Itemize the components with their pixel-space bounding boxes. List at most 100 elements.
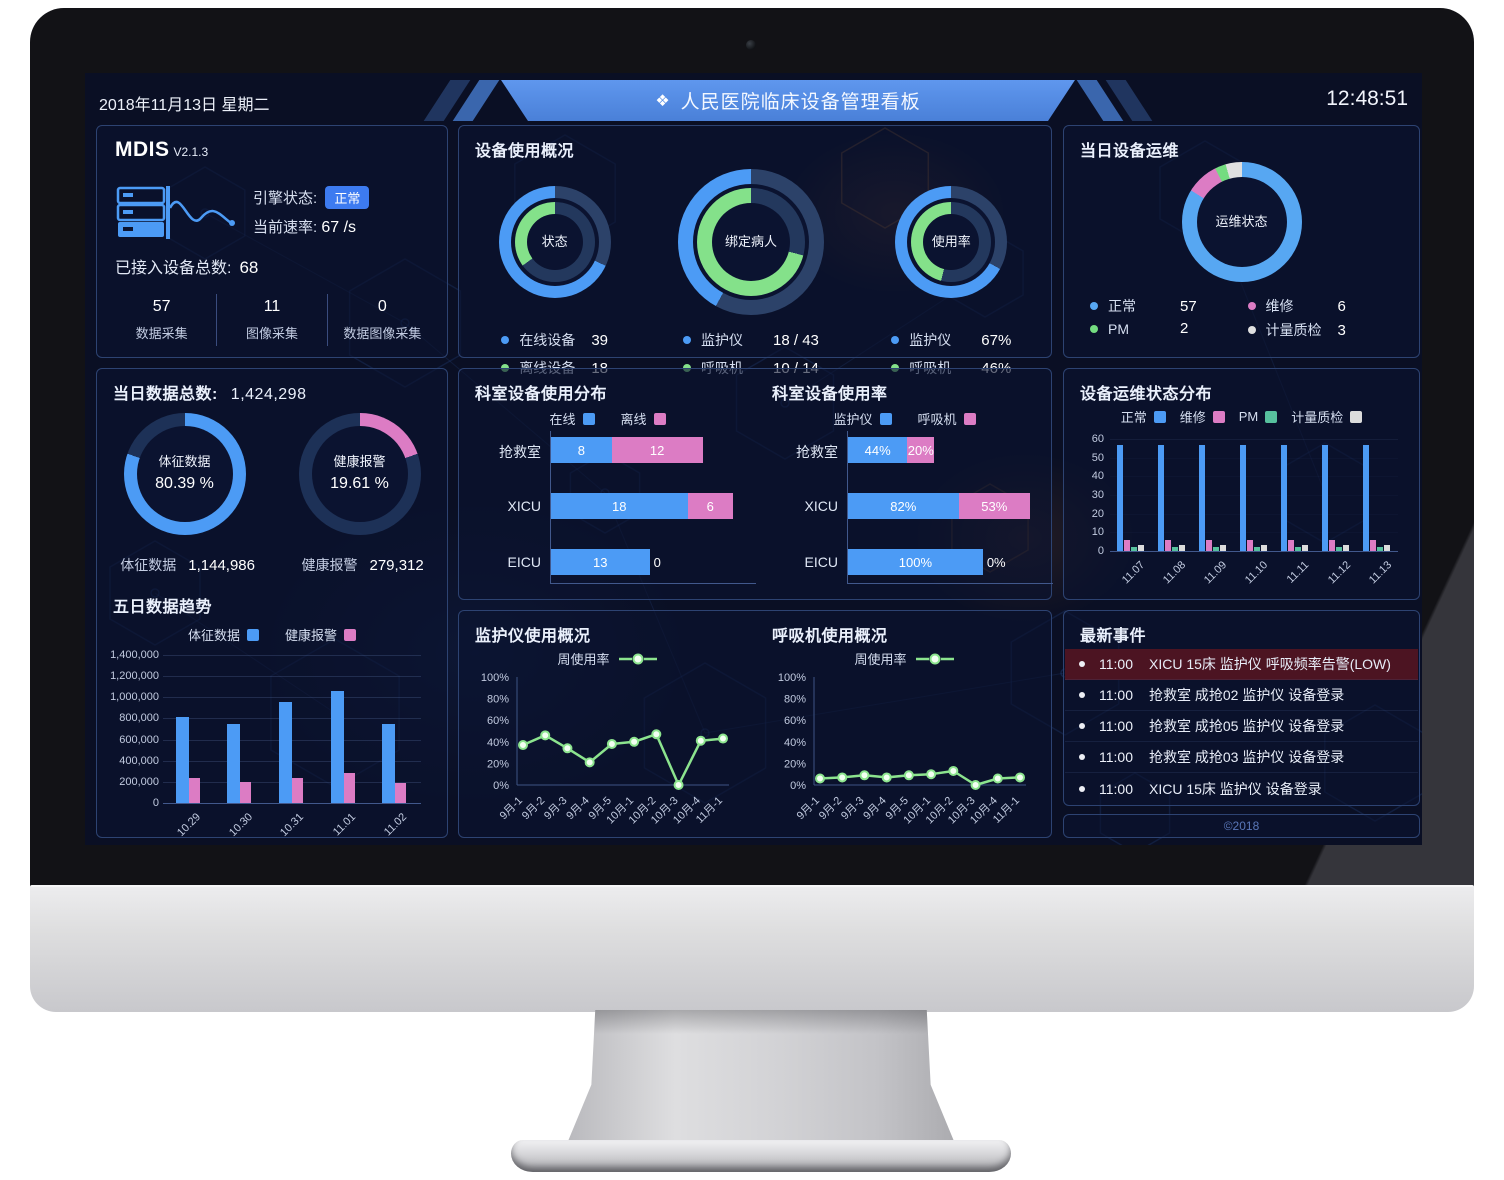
- y-axis-label: 1,200,000: [110, 670, 159, 683]
- y-axis-label: 20: [1091, 507, 1104, 520]
- y-axis-label: 50: [1091, 451, 1104, 464]
- legend-swatch: [247, 628, 259, 641]
- bar-secondary: [395, 783, 407, 803]
- bar-segment: 53%: [958, 493, 1030, 519]
- event-bullet-icon: [1079, 692, 1085, 698]
- page-title: ❖ 人民医院临床设备管理看板: [655, 92, 921, 113]
- server-icon: [116, 186, 235, 239]
- x-axis-label-text: 11.11: [1284, 559, 1312, 586]
- mdis-stat-item: 57 数据采集: [107, 294, 216, 346]
- rate-value: 67 /s: [321, 218, 357, 236]
- y-axis-label: 800,000: [119, 712, 159, 725]
- legend-label: 监护仪: [701, 332, 744, 348]
- ops-legend: 正常 57 PM 2 维修 6 计量质检 3: [1090, 292, 1405, 344]
- y-axis-label: 200,000: [119, 775, 159, 788]
- bar: [1247, 539, 1253, 551]
- x-axis-label-text: 11.13: [1366, 559, 1394, 587]
- bar-segment: 100%: [848, 549, 983, 575]
- dept-usage-legend: 监护仪 呼吸机: [756, 409, 1053, 428]
- data-total-item: 健康报警 279,312: [302, 555, 424, 575]
- legend-label: 呼吸机: [917, 412, 957, 427]
- x-axis-line: [1110, 551, 1398, 552]
- gridline: [163, 655, 421, 656]
- bar: [1329, 539, 1336, 551]
- line-chart-svg: 100%80%60%40%20%0%9月-19月-29月-39月-49月-510…: [481, 672, 729, 826]
- donut-line1: 体征数据: [158, 454, 211, 470]
- bar-value-outside: 0: [653, 554, 661, 570]
- y-axis-label: 1,400,000: [110, 649, 159, 661]
- panel-today-ops: 当日设备运维 运维状态 正常 57 PM 2 维修 6 计量质检 3: [1063, 125, 1420, 358]
- legend-label: 计量质检: [1265, 322, 1322, 338]
- event-time: 11:00: [1099, 656, 1133, 672]
- donut-center-label: 健康报警 19.61 %: [330, 452, 389, 496]
- event-bullet-icon: [1079, 661, 1085, 667]
- x-axis-line: [163, 803, 421, 804]
- bar: [1322, 444, 1329, 551]
- legend-item: 正常: [1121, 407, 1166, 426]
- donut-line2: 80.39 %: [155, 474, 214, 492]
- legend-item: 周使用率: [557, 649, 657, 668]
- legend-swatch: [1350, 410, 1363, 423]
- ops-donut-chart: 运维状态: [1064, 162, 1419, 282]
- panel-title: 当日设备运维: [1080, 143, 1180, 160]
- legend-dot: [501, 336, 510, 344]
- donut-group: 状态在线设备39离线设备18: [498, 160, 611, 382]
- event-row: 11:00 抢救室 成抢03 监护仪 设备登录: [1065, 742, 1418, 773]
- panel-title: 监护仪使用概况: [475, 628, 591, 645]
- stat-label: 数据图像采集: [343, 326, 422, 341]
- monitor-stand-base: [511, 1140, 1011, 1172]
- legend-swatch: [963, 412, 976, 425]
- bar: [1363, 444, 1370, 551]
- x-axis-label-text: 11.07: [1119, 559, 1148, 587]
- legend-dot: [1247, 302, 1256, 310]
- trend-title: 五日数据趋势: [113, 599, 213, 616]
- trend-legend: 体征数据 健康报警: [97, 625, 447, 644]
- stat-value: 57: [152, 298, 171, 315]
- connected-devices-row: 已接入设备总数: 68: [115, 258, 259, 277]
- legend-label: 在线设备: [519, 332, 576, 348]
- legend-item: 在线: [549, 409, 595, 428]
- svg-text:60%: 60%: [784, 715, 806, 727]
- bar: [1130, 547, 1137, 551]
- legend-label: 周使用率: [557, 652, 610, 667]
- mdis-title: MDIS V2.1.3: [115, 138, 209, 161]
- svg-text:9月-1: 9月-1: [795, 795, 823, 823]
- y-axis-label: 10: [1091, 526, 1104, 539]
- panel-copyright: ©2018: [1063, 814, 1420, 838]
- bar-primary: [330, 690, 344, 803]
- bar: [1212, 547, 1219, 551]
- event-row: 11:00 XICU 15床 监护仪 设备登录: [1065, 773, 1418, 804]
- gridline: [1110, 439, 1398, 440]
- bar-segment: 20%: [907, 437, 935, 463]
- gridline: [1110, 476, 1398, 477]
- svg-text:100%: 100%: [778, 672, 806, 684]
- panel-dept-charts: 科室设备使用分布 科室设备使用率 在线 离线 监护仪 呼吸机 抢救室 8 12 XICU 1…: [458, 368, 1053, 600]
- mdis-stats: 57 数据采集 11 图像采集 0 数据图像采集: [107, 294, 437, 346]
- copyright-text: ©2018: [1223, 819, 1260, 833]
- bar: [1302, 545, 1309, 551]
- mdis-stat-item: 0 数据图像采集: [326, 294, 437, 346]
- bar-segment: 6: [687, 493, 733, 519]
- gridline: [163, 739, 421, 741]
- bar-segment: 8: [551, 437, 612, 463]
- gridline: [163, 718, 421, 720]
- x-axis-line: [550, 583, 756, 584]
- legend-row: 监护仪 67%: [891, 330, 1011, 350]
- bar-segment: 44%: [848, 437, 908, 463]
- legend-label: 体征数据: [187, 628, 240, 643]
- bar: [1254, 547, 1260, 551]
- y-axis-label: 40: [1091, 470, 1104, 483]
- legend-swatch: [344, 628, 357, 641]
- legend-item: 周使用率: [854, 649, 954, 668]
- bar: [1288, 539, 1295, 551]
- x-axis-label-text: 10.31: [278, 811, 307, 839]
- ops-legend-column: 维修 6 计量质检 3: [1247, 292, 1406, 344]
- x-axis-label-text: 10.30: [226, 811, 255, 839]
- panel-events: 最新事件 11:00 XICU 15床 监护仪 呼吸频率告警(LOW) 11:00 抢…: [1063, 610, 1420, 806]
- legend-item: 监护仪: [833, 409, 892, 428]
- legend-label: 维修: [1179, 410, 1206, 425]
- x-axis-label-text: 11.12: [1325, 559, 1353, 587]
- bar-secondary: [240, 781, 252, 803]
- y-axis-label: 400,000: [119, 754, 159, 767]
- dept-usage-chart: 抢救室 44% 20% XICU 82% 53% EICU 100% 0%: [756, 431, 1053, 597]
